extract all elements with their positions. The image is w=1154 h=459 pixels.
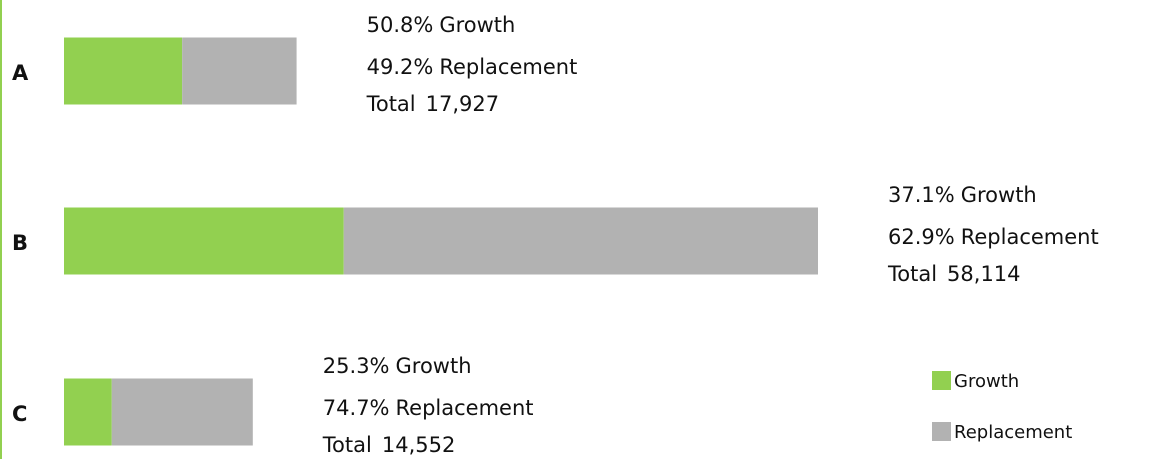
value-label-name: Replacement (961, 225, 1099, 249)
total-label-word: Total (322, 433, 372, 457)
value-label-number: 25.3% (323, 354, 390, 378)
total-label-number: 58,114 (947, 262, 1020, 286)
value-label-number: 62.9% (888, 225, 955, 249)
bar-segment (64, 378, 112, 446)
total-label-word: Total (887, 262, 937, 286)
value-label-name: Replacement (439, 55, 577, 79)
value-label: 37.1% Growth (888, 183, 1037, 207)
total-label-word: Total (366, 92, 416, 116)
bar-segment (64, 207, 344, 275)
value-label-name: Replacement (396, 396, 534, 420)
bar-segment (182, 37, 297, 105)
value-label: 50.8% Growth (367, 13, 516, 37)
value-label-name: Growth (439, 13, 515, 37)
value-label-number: 50.8% (367, 13, 434, 37)
value-label: 49.2% Replacement (367, 55, 578, 79)
category-label: B (12, 231, 28, 255)
category-label: A (12, 61, 29, 85)
total-label: Total 14,552 (322, 433, 456, 457)
value-label: 25.3% Growth (323, 354, 472, 378)
bar-segment (64, 37, 183, 105)
value-label-number: 37.1% (888, 183, 955, 207)
value-label: 62.9% Replacement (888, 225, 1099, 249)
bar-segment (343, 207, 818, 275)
total-label-number: 14,552 (382, 433, 455, 457)
category-label: C (12, 402, 27, 426)
value-label-number: 74.7% (323, 396, 390, 420)
total-label-number: 17,927 (426, 92, 499, 116)
total-label: Total 58,114 (887, 262, 1021, 286)
legend-swatch (932, 422, 951, 441)
value-label-name: Growth (961, 183, 1037, 207)
legend-label: Growth (954, 371, 1019, 392)
value-label: 74.7% Replacement (323, 396, 534, 420)
legend-label: Replacement (954, 422, 1072, 443)
bar-segment (111, 378, 253, 446)
value-label-number: 49.2% (367, 55, 434, 79)
total-label: Total 17,927 (366, 92, 500, 116)
value-label-name: Growth (396, 354, 472, 378)
legend-swatch (932, 371, 951, 390)
